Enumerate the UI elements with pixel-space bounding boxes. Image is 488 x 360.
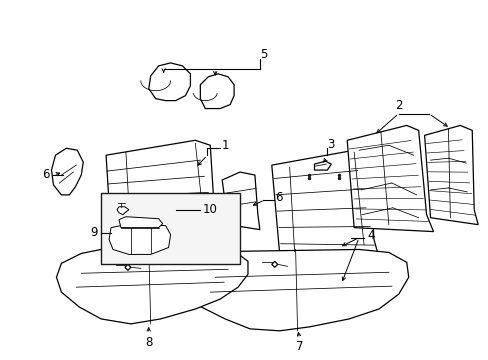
Text: 7: 7 bbox=[295, 340, 303, 353]
Polygon shape bbox=[109, 224, 170, 255]
Polygon shape bbox=[119, 217, 163, 228]
Text: 6: 6 bbox=[274, 192, 282, 204]
Text: 5: 5 bbox=[260, 49, 267, 62]
Polygon shape bbox=[106, 140, 220, 255]
Polygon shape bbox=[314, 161, 331, 170]
Polygon shape bbox=[51, 148, 83, 195]
Polygon shape bbox=[185, 249, 408, 331]
Text: 3: 3 bbox=[327, 138, 334, 151]
Text: 4: 4 bbox=[366, 229, 374, 242]
Polygon shape bbox=[124, 264, 131, 270]
Polygon shape bbox=[148, 63, 190, 100]
Text: 8: 8 bbox=[145, 336, 152, 349]
Text: 2: 2 bbox=[394, 99, 402, 112]
Polygon shape bbox=[56, 247, 247, 324]
Polygon shape bbox=[200, 74, 234, 109]
Polygon shape bbox=[222, 172, 259, 230]
Polygon shape bbox=[271, 261, 277, 267]
Polygon shape bbox=[346, 125, 433, 231]
Bar bbox=[101, 193, 240, 264]
Text: 1: 1 bbox=[221, 139, 228, 152]
Polygon shape bbox=[117, 207, 129, 215]
Polygon shape bbox=[424, 125, 477, 225]
Text: 9: 9 bbox=[90, 226, 98, 239]
Polygon shape bbox=[271, 150, 378, 257]
Text: 10: 10 bbox=[203, 203, 217, 216]
Text: 6: 6 bbox=[41, 167, 49, 181]
